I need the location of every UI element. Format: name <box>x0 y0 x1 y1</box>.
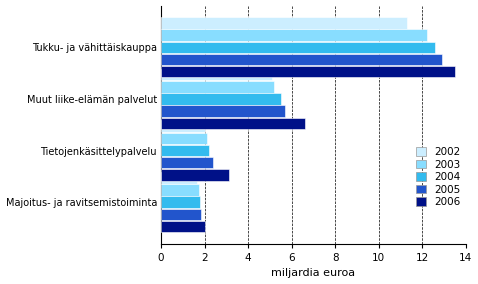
Bar <box>161 93 281 105</box>
Bar <box>161 17 407 29</box>
Bar <box>161 145 209 156</box>
Bar <box>161 157 213 168</box>
Bar <box>161 208 201 220</box>
Bar <box>161 221 205 232</box>
Bar <box>161 81 274 93</box>
Bar <box>161 69 272 80</box>
Bar <box>161 184 199 196</box>
Bar <box>161 169 228 181</box>
Bar <box>161 29 427 41</box>
Bar <box>161 196 200 208</box>
Bar <box>161 105 285 117</box>
Bar <box>161 66 455 78</box>
Bar <box>161 41 435 53</box>
Bar <box>161 133 207 144</box>
Bar <box>161 54 442 65</box>
Legend: 2002, 2003, 2004, 2005, 2006: 2002, 2003, 2004, 2005, 2006 <box>415 147 461 207</box>
Bar <box>161 172 197 183</box>
Bar <box>161 118 305 129</box>
X-axis label: miljardia euroa: miljardia euroa <box>272 268 356 278</box>
Bar <box>161 120 205 132</box>
